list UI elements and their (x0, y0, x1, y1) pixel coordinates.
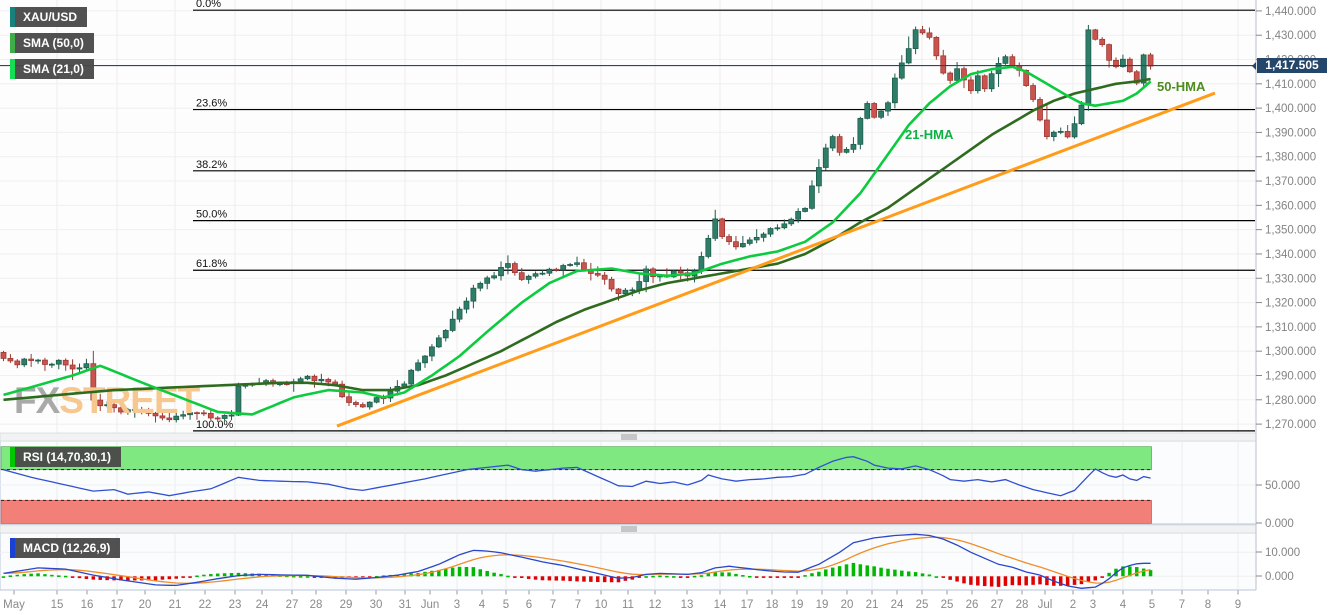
hma50-annotation: 50-HMA (1157, 79, 1206, 94)
date-axis-label: 21 (866, 599, 879, 611)
fib-level-label: 0.0% (196, 0, 221, 10)
date-axis-label: 21 (169, 599, 182, 611)
overlay-lines (0, 64, 1256, 428)
date-axis-label: 5 (503, 599, 509, 611)
date-axis-label: 20 (841, 599, 854, 611)
macd-plot (1, 533, 1153, 589)
date-axis-label: 27 (991, 599, 1004, 611)
date-axis-label: Jun (421, 599, 440, 611)
date-axis-label: 17 (111, 599, 124, 611)
date-axis-label: 27 (286, 599, 299, 611)
date-axis-label: 18 (766, 599, 779, 611)
date-axis-label: 25 (916, 599, 929, 611)
date-axis-label: 13 (681, 599, 694, 611)
indicator-axis-label: 0.000 (1265, 518, 1294, 530)
rsi-indicator-badge[interactable]: RSI (14,70,30,1) (10, 447, 122, 467)
price-axis-label: 1,280.000 (1265, 395, 1316, 407)
price-axis-label: 1,320.000 (1265, 298, 1316, 310)
date-axis-label: 14 (714, 599, 727, 611)
date-axis-label: 7 (575, 599, 581, 611)
date-axis-label: 19 (791, 599, 804, 611)
price-axis-label: 1,310.000 (1265, 322, 1316, 334)
date-axis-label: 10 (595, 599, 608, 611)
indicator-axis-label: 0.000 (1265, 571, 1294, 583)
date-axis-label: 2 (1070, 599, 1076, 611)
sma21-label: SMA (21,0) (23, 62, 84, 76)
indicator-axis-label: 50.000 (1265, 480, 1300, 492)
date-axis-label: 7 (550, 599, 556, 611)
price-axis-label: 1,300.000 (1265, 346, 1316, 358)
hma21-annotation: 21-HMA (905, 127, 954, 142)
date-axis-label: 3 (454, 599, 460, 611)
date-axis-label: 5 (1149, 599, 1155, 611)
symbol-label: XAU/USD (23, 10, 78, 24)
date-axis-label: 19 (816, 599, 829, 611)
price-axis-label: 1,330.000 (1265, 273, 1316, 285)
price-axis-label: 1,370.000 (1265, 176, 1316, 188)
date-axis-label: 7 (1179, 599, 1185, 611)
date-axis-label: 25 (941, 599, 954, 611)
date-axis-label: 15 (51, 599, 64, 611)
date-axis-label: 23 (229, 599, 242, 611)
date-axis-label: 9 (1235, 599, 1241, 611)
price-axis-label: 1,380.000 (1265, 152, 1316, 164)
svg-text:FXSTREET: FXSTREET (14, 380, 201, 421)
indicator-axis-label: 10.000 (1265, 547, 1300, 559)
date-axis-label: 28 (310, 599, 323, 611)
date-axis-label: May (3, 599, 25, 611)
date-axis-label: 29 (340, 599, 353, 611)
date-axis-label: 20 (139, 599, 152, 611)
date-axis-label: 4 (1120, 599, 1127, 611)
price-axis-label: 1,400.000 (1265, 103, 1316, 115)
date-axis-label: 28 (1016, 599, 1029, 611)
fib-level-label: 23.6% (196, 98, 227, 110)
price-axis-label: 1,360.000 (1265, 200, 1316, 212)
price-axis-label: 1,270.000 (1265, 419, 1316, 431)
legend-sma21-badge[interactable]: SMA (21,0) (10, 59, 94, 79)
candlesticks (0, 24, 1154, 423)
legend-sma50-badge[interactable]: SMA (50,0) (10, 33, 94, 53)
date-axis-label: 22 (199, 599, 212, 611)
fxstreet-watermark: FXSTREET (14, 380, 202, 421)
panel-separators[interactable] (0, 432, 1331, 534)
price-axis-label: 1,440.000 (1265, 6, 1316, 18)
date-axis-label: 31 (399, 599, 412, 611)
fib-level-label: 100.0% (196, 419, 234, 431)
price-axis-label: 1,390.000 (1265, 127, 1316, 139)
date-axis-label: 11 (622, 599, 634, 611)
date-axis-label: 17 (741, 599, 754, 611)
fib-level-label: 61.8% (196, 258, 227, 270)
date-axis-label: 6 (526, 599, 532, 611)
date-axis-label: 4 (479, 599, 486, 611)
fib-level-label: 38.2% (196, 159, 227, 171)
date-axis-label: 12 (649, 599, 662, 611)
date-axis[interactable]: May 15 16 17 20 21 22 23 24 27 28 29 30 31 Jun 3 4 5 6 7 7 10… (3, 590, 1241, 612)
price-axis-label: 1,340.000 (1265, 249, 1316, 261)
date-axis-label: 26 (966, 599, 979, 611)
price-axis-label: 1,430.000 (1265, 30, 1316, 42)
price-axis-label: 1,410.000 (1265, 79, 1316, 91)
price-axis-label: 1,350.000 (1265, 225, 1316, 237)
rsi-label: RSI (14,70,30,1) (23, 450, 112, 464)
price-axis-label: 1,290.000 (1265, 370, 1316, 382)
sma50-label: SMA (50,0) (23, 36, 84, 50)
date-axis-label: 30 (370, 599, 383, 611)
fib-level-label: 50.0% (196, 209, 227, 221)
rsi-plot (0, 446, 1152, 524)
date-axis-label: 24 (891, 599, 904, 611)
legend-symbol-badge[interactable]: XAU/USD (10, 7, 88, 27)
date-axis-label: 8 (1205, 599, 1211, 611)
current-price-badge: 1,417.505 (1252, 58, 1327, 73)
date-axis-label: 3 (1090, 599, 1096, 611)
date-axis-label: 24 (256, 599, 269, 611)
macd-indicator-badge[interactable]: MACD (12,26,9) (10, 538, 121, 558)
macd-label: MACD (12,26,9) (23, 541, 111, 555)
date-axis-label: Jul (1038, 599, 1053, 611)
date-axis-label: 16 (81, 599, 94, 611)
